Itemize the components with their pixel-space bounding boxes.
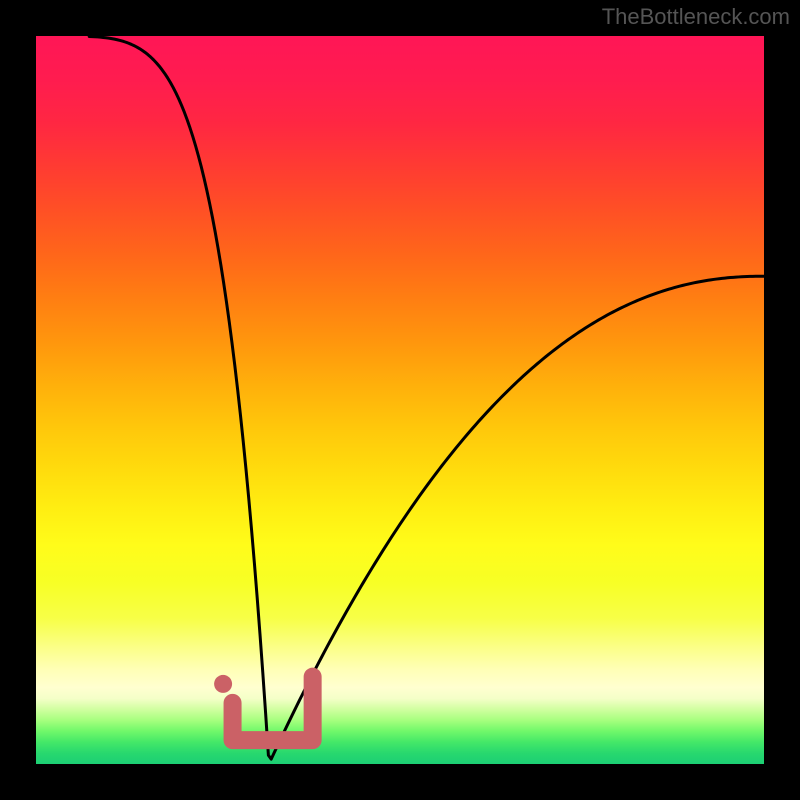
- bottleneck-plot: [0, 0, 800, 800]
- marker-dot: [214, 675, 232, 693]
- stage: TheBottleneck.com: [0, 0, 800, 800]
- gradient-background: [36, 36, 764, 764]
